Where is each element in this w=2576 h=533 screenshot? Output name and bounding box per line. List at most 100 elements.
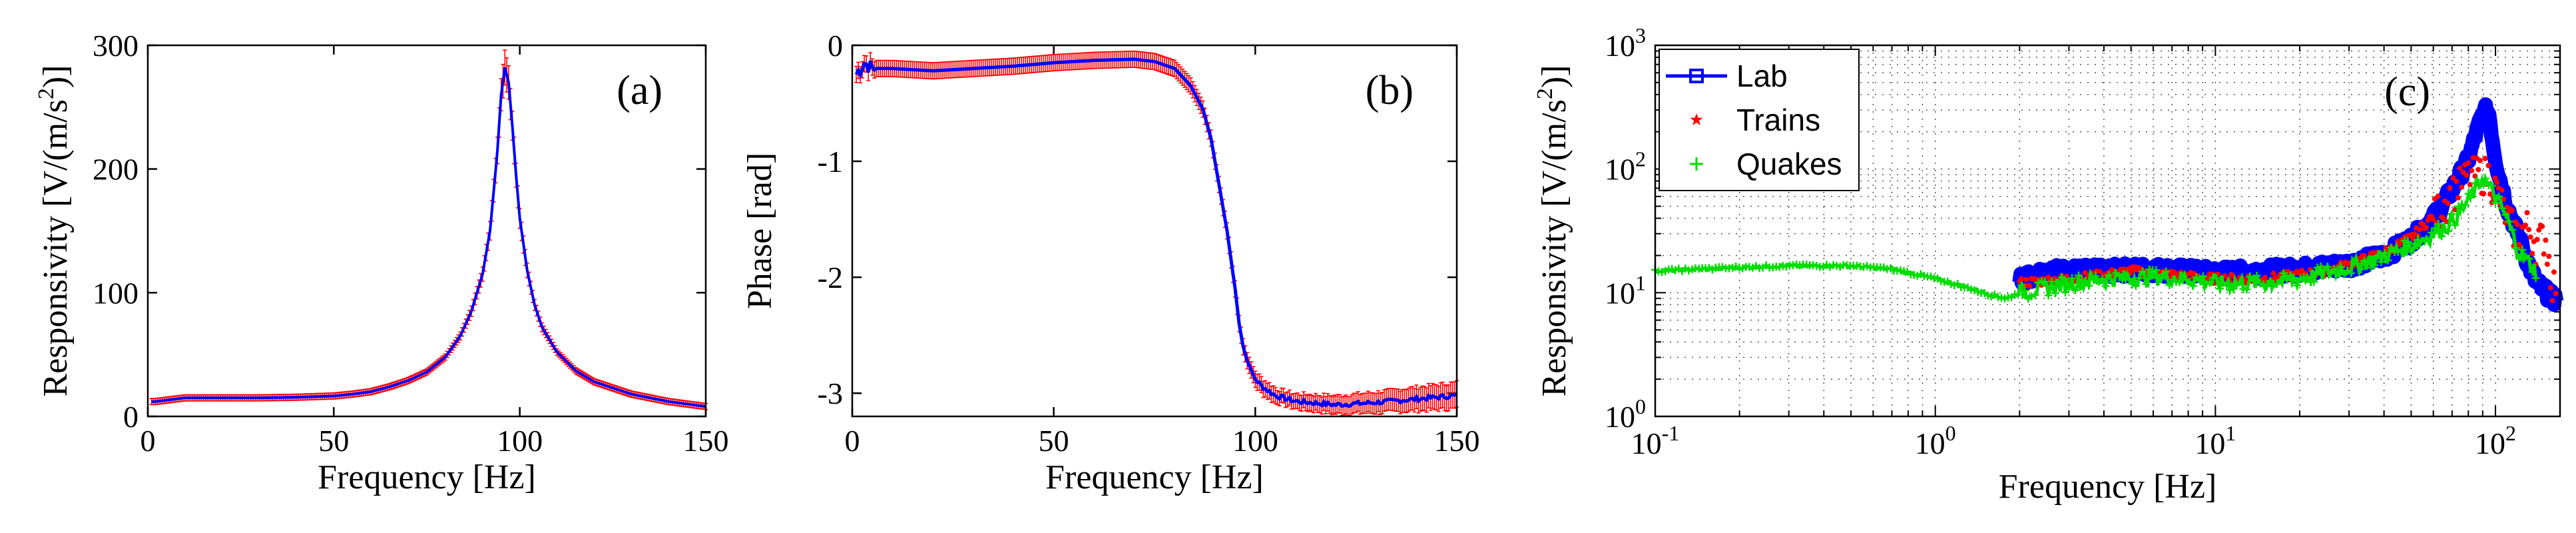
tick-exponent: 0 (1945, 421, 1956, 445)
legend-marker-lab (1689, 69, 1704, 83)
y-tick-label: -2 (818, 261, 843, 294)
lab-marker (2533, 278, 2541, 287)
panel-a: 0 50 100 150 0 100 200 300 Frequency [Hz] Respons… (34, 29, 729, 496)
trains-marker (2526, 227, 2532, 233)
x-tick-label: 50 (318, 424, 349, 458)
tick-base: 10 (1631, 426, 1662, 460)
y-tick-label: 101 (1605, 270, 1646, 310)
trains-marker (2494, 179, 2500, 185)
trains-marker (2097, 269, 2103, 275)
x-tick-label: 50 (1039, 424, 1069, 458)
x-axis-label: Frequency [Hz] (1045, 458, 1264, 496)
trains-marker (2457, 165, 2463, 171)
trains-marker (2546, 253, 2552, 259)
y-tick-label: 0 (123, 400, 138, 434)
y-tick-label: 102 (1605, 147, 1646, 187)
panel-label: (b) (1366, 68, 1414, 113)
trains-marker (2082, 270, 2088, 276)
trains-marker (2475, 167, 2481, 173)
trains-marker (2447, 185, 2453, 191)
x-tick-label: 100 (1232, 424, 1278, 458)
y-tick-label: 200 (93, 153, 138, 187)
trains-marker (2524, 210, 2530, 216)
trains-marker (2481, 191, 2486, 197)
trains-marker (2424, 225, 2430, 231)
legend-box (1659, 49, 1860, 191)
legend-label-quakes: Quakes (1736, 147, 1842, 181)
trains-marker (2541, 251, 2547, 257)
trains-marker (2509, 208, 2515, 213)
x-tick-label: 102 (2475, 421, 2516, 460)
tick-base: 10 (2194, 426, 2225, 460)
legend: Lab Trains Quakes (1659, 49, 1860, 191)
y-axis-label: Responsivity [V/(m/s2)] (34, 65, 75, 397)
series-quakes (1651, 173, 2540, 303)
trains-marker (2547, 285, 2553, 290)
panel-label: (a) (617, 68, 662, 113)
trains-marker (2459, 184, 2465, 190)
y-tick-label: -3 (818, 376, 843, 410)
y-tick-label: 103 (1605, 23, 1646, 63)
tick-base: 10 (1605, 153, 1635, 187)
x-tick-label: 0 (140, 424, 156, 458)
legend-label-trains: Trains (1736, 103, 1820, 137)
trains-marker (2482, 155, 2488, 161)
x-tick-label: 150 (1434, 424, 1480, 458)
trains-marker (2501, 197, 2507, 202)
tick-exponent: 3 (1635, 23, 1646, 47)
lab-marker (2486, 119, 2495, 127)
trains-marker (2420, 221, 2426, 227)
plot-frame (851, 44, 1458, 418)
lab-marker (2237, 263, 2246, 272)
lab-marker (2210, 264, 2219, 272)
y-label-close: )] (1535, 65, 1573, 89)
trains-marker (2544, 261, 2550, 267)
trains-marker (2539, 223, 2545, 229)
tick-base: 10 (1915, 426, 1945, 460)
trains-marker (2527, 234, 2533, 240)
y-label-main: Responsivity [V/(m/s (37, 99, 75, 396)
trains-marker (2487, 191, 2493, 197)
trains-marker (2453, 179, 2459, 185)
lab-line (2012, 97, 2564, 312)
panel-c: 10-1 100 101 102100101102103LabTrainsQuakes… (1533, 23, 2564, 506)
legend-marker-trains (1690, 113, 1703, 126)
plot-frame (1654, 44, 2561, 418)
trains-marker (2018, 276, 2024, 282)
x-tick-label: 10-1 (1631, 421, 1680, 460)
y-label-close: )] (37, 65, 75, 89)
x-tick-label: 150 (683, 424, 729, 458)
series-line-phase (854, 57, 1458, 408)
trains-marker (2430, 216, 2436, 222)
x-tick-label: 0 (845, 424, 860, 458)
trains-marker (2262, 274, 2268, 280)
y-tick-label: 100 (93, 276, 138, 310)
trains-marker (2551, 269, 2557, 275)
lab-marker (2096, 261, 2105, 269)
trains-marker (2549, 298, 2555, 304)
trains-marker (2523, 223, 2529, 229)
lab-marker (2432, 205, 2441, 213)
panel-label: (c) (2384, 69, 2430, 115)
tick-exponent: 0 (1635, 394, 1646, 418)
trains-marker (2463, 172, 2469, 178)
series-line-responsivity (151, 67, 706, 408)
trains-marker (2452, 207, 2458, 213)
trains-marker (2514, 221, 2520, 227)
y-label-sup: 2 (1533, 88, 1557, 99)
tick-exponent: 2 (2505, 421, 2516, 445)
y-tick-label: 300 (93, 29, 138, 63)
trains-marker (2444, 219, 2449, 225)
tick-base: 10 (2475, 426, 2505, 460)
trains-marker (2529, 251, 2535, 257)
trains-marker (2109, 266, 2115, 272)
trains-marker (2477, 157, 2483, 163)
trains-marker (2417, 227, 2423, 233)
trains-marker (2492, 175, 2498, 181)
trains-marker (2446, 201, 2451, 207)
trains-marker (2485, 163, 2491, 169)
x-tick-label: 100 (497, 424, 543, 458)
panel-b: 0 50 100 150 0 -1 -2 -3 Frequency [Hz] Phase [rad… (741, 29, 1480, 496)
lab-marker (2270, 262, 2279, 270)
